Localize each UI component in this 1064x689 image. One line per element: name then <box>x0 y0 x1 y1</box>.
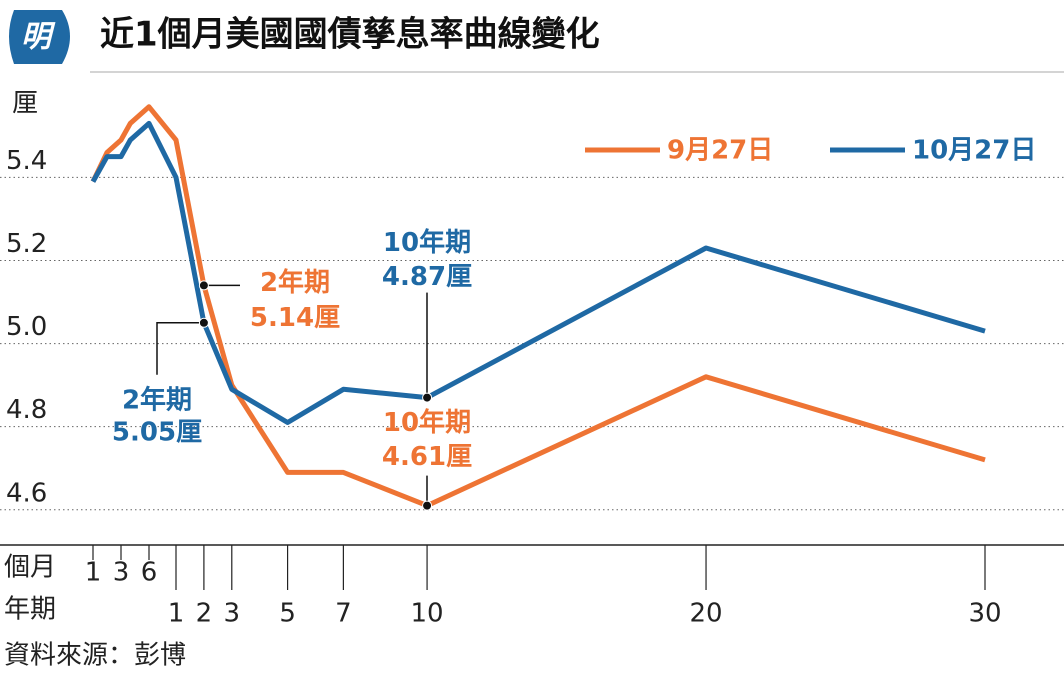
value-label: 5.14厘 <box>250 303 340 333</box>
x-tick-label: 2 <box>196 599 213 629</box>
value-label: 4.61厘 <box>382 442 472 472</box>
x-tick-label: 3 <box>113 558 130 588</box>
y-tick-label: 4.8 <box>6 395 47 425</box>
value-label-title: 10年期 <box>383 407 471 438</box>
legend-label: 10月27日 <box>912 136 1036 166</box>
x-tick-label: 3 <box>224 599 241 629</box>
point-dot <box>422 392 433 403</box>
value-label: 5.05厘 <box>112 417 202 447</box>
value-label: 4.87厘 <box>382 262 472 292</box>
point-dot <box>198 317 209 328</box>
x-tick-label: 20 <box>689 599 722 629</box>
x-row-label: 個月 <box>4 553 56 583</box>
chart-title: 近1個月美國國債孳息率曲線變化 <box>100 15 600 55</box>
value-label-title: 10年期 <box>383 227 471 258</box>
logo-badge <box>9 10 70 64</box>
y-tick-label: 5.2 <box>6 229 47 259</box>
point-dot <box>198 280 209 291</box>
x-tick-label: 6 <box>141 558 158 588</box>
value-label-title: 2年期 <box>122 384 192 415</box>
x-tick-label: 30 <box>968 599 1001 629</box>
y-tick-label: 4.6 <box>6 478 47 508</box>
point-dot <box>422 500 433 511</box>
y-tick-label: 5.0 <box>6 312 47 342</box>
logo: 明 <box>21 20 56 55</box>
x-row-label: 年期 <box>4 595 56 625</box>
source: 資料來源：彭博 <box>4 641 186 671</box>
leader-line <box>156 322 203 375</box>
x-tick-label: 1 <box>85 558 102 588</box>
x-tick-label: 10 <box>411 599 444 629</box>
y-tick-label: 5.4 <box>6 146 47 176</box>
series-line <box>90 120 986 425</box>
x-tick-label: 1 <box>168 599 185 629</box>
x-tick-label: 7 <box>335 599 352 629</box>
series-line <box>90 104 986 509</box>
x-tick-label: 5 <box>279 599 296 629</box>
y-unit: 厘 <box>12 89 38 119</box>
value-label-title: 2年期 <box>260 267 330 298</box>
legend-label: 9月27日 <box>667 136 773 166</box>
